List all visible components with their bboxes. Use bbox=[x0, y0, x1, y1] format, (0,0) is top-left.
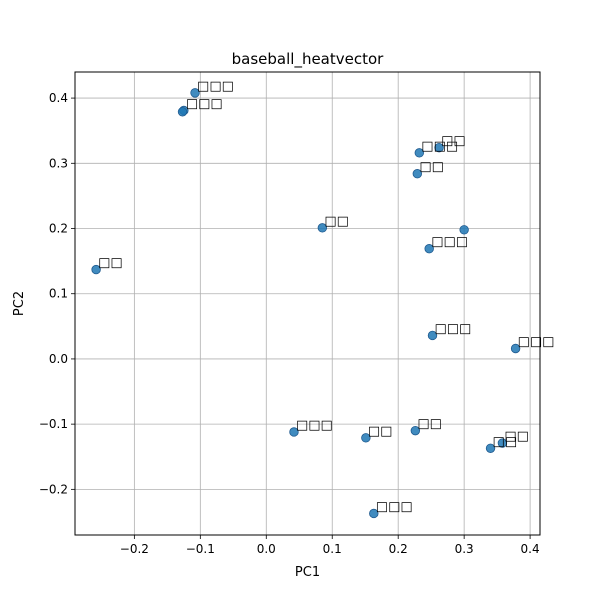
point-label: □□□ bbox=[376, 499, 413, 514]
x-tick-label: 0.1 bbox=[323, 542, 342, 556]
data-point bbox=[459, 225, 469, 235]
point-label: □□□ bbox=[431, 235, 468, 250]
data-point bbox=[369, 508, 379, 519]
point-label: □□ bbox=[98, 256, 123, 271]
x-tick-label: −0.2 bbox=[120, 542, 149, 556]
point-labels: □□□□□□□□□□□□□□□□□□□□□□□□□□□□□ □□ □□□□□□□□□ bbox=[98, 79, 554, 515]
x-tick-label: 0.3 bbox=[455, 542, 474, 556]
y-axis-ticks: −0.2 −0.1 0.0 0.1 0.2 0.3 0.4 bbox=[39, 91, 75, 496]
data-point bbox=[361, 433, 371, 443]
data-point bbox=[190, 88, 200, 98]
point-label: □□□ bbox=[197, 79, 234, 94]
point-label: □□□ bbox=[434, 321, 471, 336]
x-axis-ticks: −0.2 −0.1 0.0 0.1 0.2 0.3 0.4 bbox=[120, 535, 540, 556]
y-tick-label: 0.4 bbox=[49, 91, 68, 105]
point-label: □□□ bbox=[296, 418, 333, 433]
point-label: □□ bbox=[419, 160, 444, 175]
y-axis-label: PC2 bbox=[12, 291, 27, 316]
y-tick-label: 0.2 bbox=[49, 222, 68, 236]
x-tick-label: 0.2 bbox=[389, 542, 408, 556]
point-label: □□□ bbox=[421, 139, 458, 154]
y-tick-label: 0.3 bbox=[49, 156, 68, 170]
data-point bbox=[414, 148, 424, 158]
x-tick-label: 0.4 bbox=[521, 542, 540, 556]
y-tick-label: −0.1 bbox=[39, 417, 68, 431]
point-label: □□ bbox=[417, 417, 442, 432]
y-tick-label: 0.1 bbox=[49, 287, 68, 301]
data-point bbox=[497, 438, 508, 448]
data-point bbox=[424, 244, 434, 254]
point-label: □□ bbox=[493, 434, 518, 449]
data-points bbox=[91, 88, 521, 519]
point-label: □□ bbox=[368, 424, 393, 439]
data-point bbox=[434, 142, 444, 153]
grid bbox=[75, 72, 540, 535]
data-point bbox=[427, 330, 438, 341]
chart-title: baseball_heatvector bbox=[232, 50, 385, 69]
data-point bbox=[177, 107, 188, 117]
data-point bbox=[485, 443, 496, 453]
point-label: □□□ bbox=[518, 334, 555, 349]
y-tick-label: −0.2 bbox=[39, 482, 68, 496]
point-label: □□□ bbox=[186, 96, 223, 111]
y-tick-label: 0.0 bbox=[49, 352, 68, 366]
data-point bbox=[412, 169, 423, 179]
data-point bbox=[317, 223, 328, 233]
data-point bbox=[410, 425, 421, 436]
x-axis-label: PC1 bbox=[295, 565, 320, 580]
data-point bbox=[289, 427, 299, 437]
x-tick-label: 0.0 bbox=[257, 542, 276, 556]
point-label: □□ bbox=[504, 429, 529, 444]
data-point bbox=[510, 343, 521, 354]
point-label: □□ bbox=[441, 134, 466, 149]
data-point bbox=[91, 264, 101, 275]
plot-frame bbox=[74, 71, 541, 536]
x-tick-label: −0.1 bbox=[186, 542, 215, 556]
point-label: □□ bbox=[324, 214, 349, 229]
